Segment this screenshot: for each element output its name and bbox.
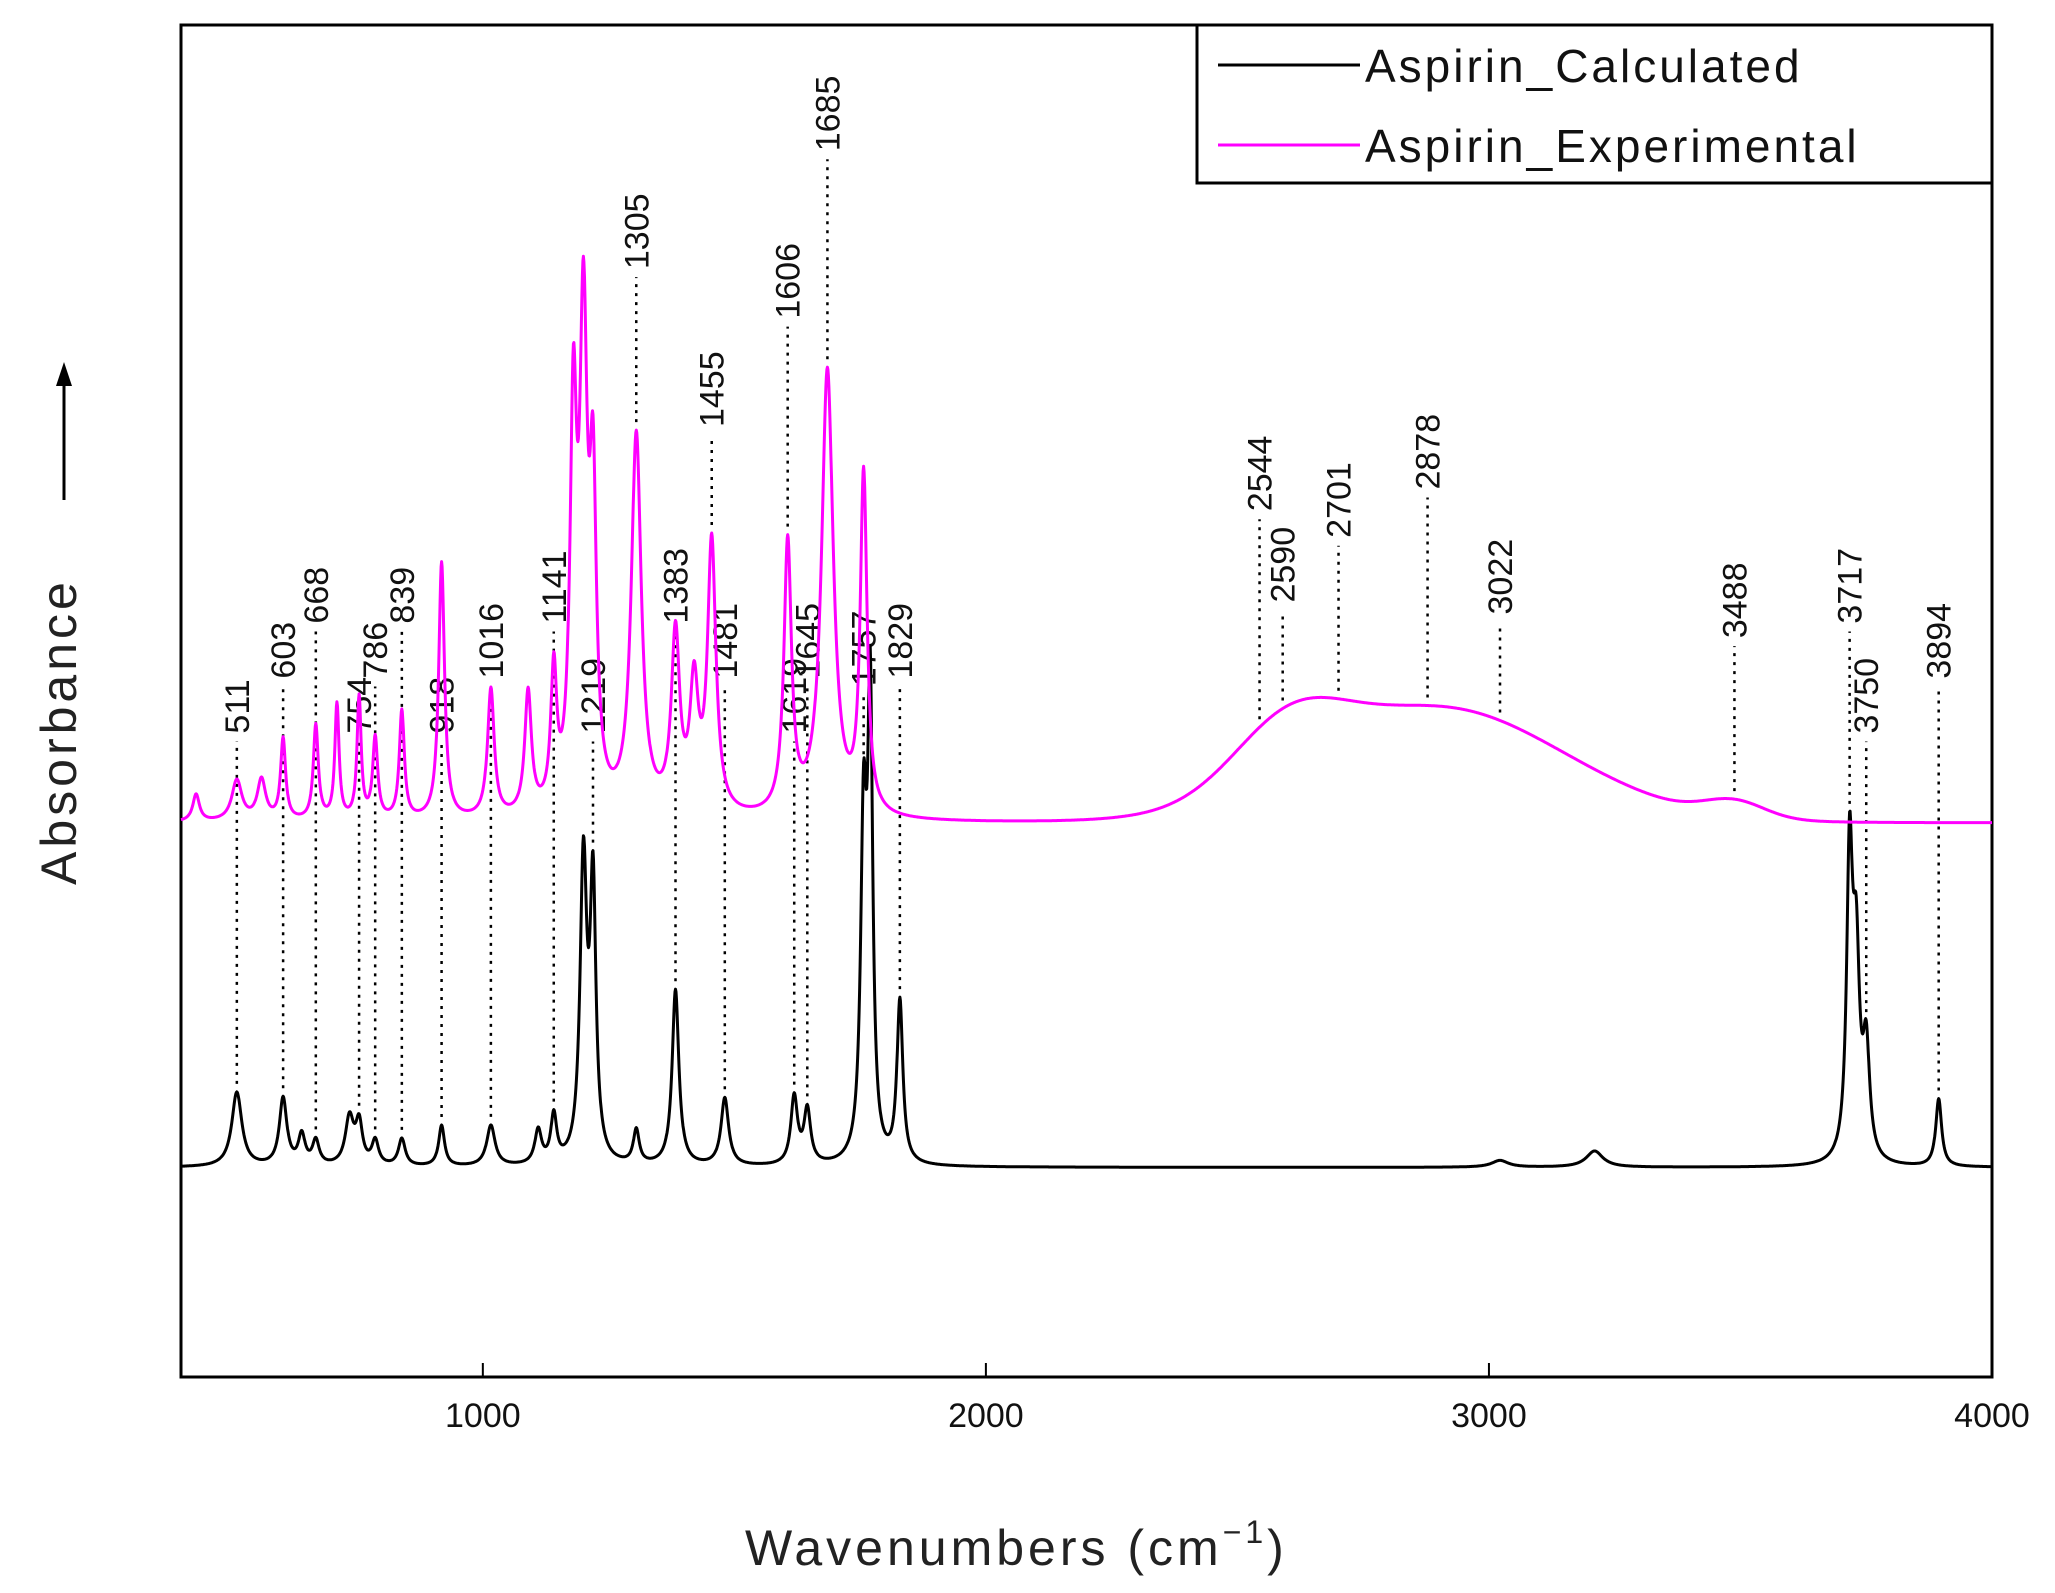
peak-label-1829: 1829 [882,603,920,679]
peak-label-3894: 3894 [1921,603,1959,679]
x-axis-ticks: 1000 2000 3000 4000 [445,1363,2030,1435]
x-tick-label-4000: 4000 [1954,1397,2030,1435]
x-axis-label-close: ) [1267,1520,1288,1576]
peak-label-1016: 1016 [473,603,511,679]
peak-label-2544: 2544 [1242,436,1280,512]
peak-label-668: 668 [298,567,336,624]
peak-label-1685: 1685 [809,76,847,152]
peak-label-918: 918 [424,677,462,734]
peak-label-1219: 1219 [575,658,613,734]
x-axis-label-main: Wavenumbers (cm [745,1520,1223,1576]
series-line-Aspirin_Calculated [180,643,1993,1169]
peak-label-3022: 3022 [1482,539,1520,615]
series-line-Aspirin_Experimental [180,254,1993,825]
spectrum-series [180,254,1993,1169]
legend-box [1195,23,1994,185]
peak-label-511: 511 [219,679,257,733]
x-tick-label-3000: 3000 [1451,1397,1527,1435]
peak-label-1305: 1305 [618,193,656,269]
peak-label-786: 786 [357,622,395,679]
peak-label-1757: 1757 [846,611,884,687]
y-axis-arrow [56,362,72,500]
x-axis-label: Wavenumbers (cm−1) [745,1514,1288,1576]
peak-label-3717: 3717 [1832,548,1870,624]
y-axis-label: Absorbance [31,578,87,885]
x-axis-label-superscript: −1 [1223,1514,1267,1550]
peak-annotations: 5116036687547868399181016114112191305138… [219,76,1959,1130]
legend-label-experimental: Aspirin_Experimental [1365,120,1860,172]
peak-label-1606: 1606 [770,243,808,319]
peak-label-3750: 3750 [1848,658,1886,734]
peak-label-1383: 1383 [658,548,696,624]
peak-label-3488: 3488 [1716,562,1754,638]
peak-label-839: 839 [384,567,422,624]
peak-label-2701: 2701 [1321,462,1359,538]
peak-label-2878: 2878 [1410,414,1448,490]
x-tick-label-2000: 2000 [948,1397,1024,1435]
peak-label-1455: 1455 [694,351,732,427]
x-tick-label-1000: 1000 [445,1397,521,1435]
legend-label-calculated: Aspirin_Calculated [1365,40,1803,92]
peak-label-1645: 1645 [789,603,827,679]
peak-label-2590: 2590 [1265,527,1303,603]
plot-area-frame [179,23,1994,1379]
peak-label-1481: 1481 [707,603,745,679]
peak-label-603: 603 [265,622,303,679]
legend: Aspirin_Calculated Aspirin_Experimental [1195,23,1994,185]
